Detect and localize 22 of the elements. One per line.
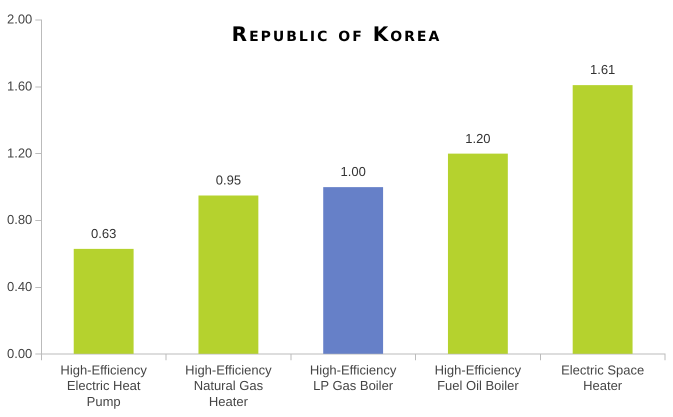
data-label: 1.61: [590, 62, 616, 78]
bar: [572, 85, 633, 354]
y-tick-label: 0.00: [6, 346, 32, 361]
bar: [198, 195, 258, 354]
chart-title: Republic of Korea: [232, 22, 442, 46]
x-tick-label: High-Efficiency LP Gas Boiler: [310, 362, 397, 394]
bar: [74, 248, 134, 354]
bar: [323, 187, 384, 354]
data-label: 1.20: [465, 130, 491, 146]
y-tick-label: 0.40: [6, 278, 32, 294]
data-label: 0.63: [91, 226, 116, 242]
x-tick-label: High-Efficiency Fuel Oil Boiler: [434, 362, 522, 394]
x-tick-label: High-Efficiency Electric Heat Pump: [60, 362, 148, 409]
data-label: 1.00: [340, 164, 366, 180]
y-tick-label: 1.60: [6, 78, 32, 94]
bar: [448, 154, 508, 354]
x-tick-label: High-Efficiency Natural Gas Heater: [185, 362, 272, 409]
y-tick-label: 1.20: [6, 145, 32, 160]
y-tick-label: 0.80: [6, 212, 32, 228]
y-tick-label: 2.00: [6, 12, 32, 27]
data-label: 0.95: [216, 172, 242, 188]
x-tick-label: Electric Space Heater: [561, 362, 644, 394]
